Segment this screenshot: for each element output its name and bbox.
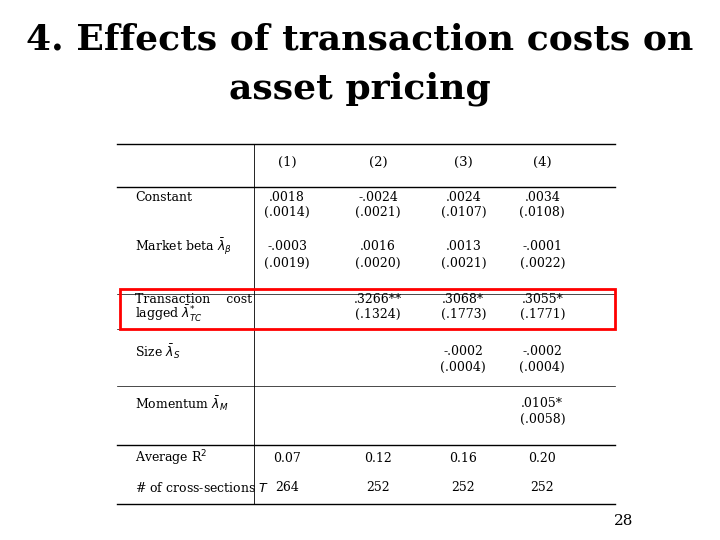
Text: .0013: .0013 [446,240,481,253]
Text: asset pricing: asset pricing [229,71,491,106]
Text: (.1324): (.1324) [356,308,401,321]
Text: Market beta $\bar{\lambda}_{\beta}$: Market beta $\bar{\lambda}_{\beta}$ [135,237,232,257]
Text: (1): (1) [278,156,297,169]
Text: .0016: .0016 [360,240,396,253]
Text: (.0108): (.0108) [519,206,565,219]
Text: (.0020): (.0020) [356,256,401,269]
Text: -.0002: -.0002 [444,345,483,358]
Text: -.0003: -.0003 [267,240,307,253]
Text: (.0021): (.0021) [441,256,486,269]
Text: (4): (4) [533,156,552,169]
Text: (.0022): (.0022) [520,256,565,269]
Text: -.0002: -.0002 [523,345,562,358]
Text: 28: 28 [614,514,634,528]
Text: (.1771): (.1771) [520,308,565,321]
Text: (.1773): (.1773) [441,308,486,321]
Text: .0024: .0024 [446,191,481,204]
Text: .3055*: .3055* [521,293,563,306]
Text: .0034: .0034 [524,191,560,204]
Text: (.0058): (.0058) [520,413,565,426]
Text: 0.07: 0.07 [273,451,301,464]
Text: Constant: Constant [135,191,192,204]
Text: (.0107): (.0107) [441,206,486,219]
Text: 4. Effects of transaction costs on: 4. Effects of transaction costs on [27,23,693,57]
Text: (3): (3) [454,156,473,169]
Text: 252: 252 [366,481,390,494]
Text: -.0001: -.0001 [522,240,562,253]
Text: (.0021): (.0021) [356,206,401,219]
Text: lagged $\bar{\lambda}^{*}_{TC}$: lagged $\bar{\lambda}^{*}_{TC}$ [135,304,203,324]
Text: 0.20: 0.20 [528,451,557,464]
Text: 252: 252 [531,481,554,494]
Text: .0105*: .0105* [521,397,563,410]
Text: Transaction    cost: Transaction cost [135,293,252,306]
Text: Size $\bar{\lambda}_{S}$: Size $\bar{\lambda}_{S}$ [135,342,181,361]
Text: Average R$^{2}$: Average R$^{2}$ [135,448,207,468]
Text: 264: 264 [275,481,299,494]
Text: 0.12: 0.12 [364,451,392,464]
Text: .3068*: .3068* [442,293,485,306]
Text: 0.16: 0.16 [449,451,477,464]
Text: Momentum $\bar{\lambda}_{M}$: Momentum $\bar{\lambda}_{M}$ [135,394,228,413]
Text: .3266**: .3266** [354,293,402,306]
Text: (.0014): (.0014) [264,206,310,219]
Text: 252: 252 [451,481,475,494]
Text: (.0004): (.0004) [441,361,486,374]
Text: (.0004): (.0004) [519,361,565,374]
Text: (.0019): (.0019) [264,256,310,269]
Text: -.0024: -.0024 [359,191,398,204]
Text: .0018: .0018 [269,191,305,204]
Text: # of cross-sections $T$: # of cross-sections $T$ [135,481,269,495]
Text: (2): (2) [369,156,387,169]
